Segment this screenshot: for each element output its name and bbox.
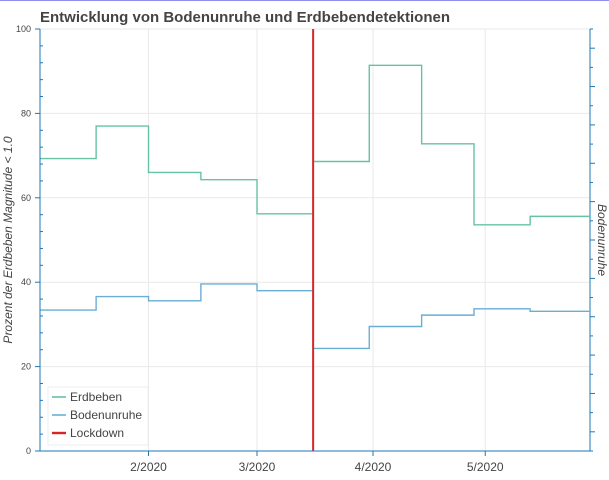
x-tick-label: 4/2020 xyxy=(355,460,392,474)
y-tick-label: 80 xyxy=(21,108,31,118)
y2-axis-label: Bodenunruhe xyxy=(595,204,609,276)
y-tick-label: 20 xyxy=(21,362,31,372)
series-line-bodenunruhe xyxy=(40,283,590,350)
legend-label: Lockdown xyxy=(70,426,124,440)
axes: 0 20 40 60 80 100 2/2020 3/2020 4/2020 5/2020 xyxy=(16,24,590,474)
x-tick-label: 3/2020 xyxy=(239,460,276,474)
x-tick-label: 5/2020 xyxy=(467,460,504,474)
legend-label: Erdbeben xyxy=(70,390,122,404)
x-tick-label: 2/2020 xyxy=(130,460,167,474)
y-tick-label: 60 xyxy=(21,193,31,203)
y-tick-label: 40 xyxy=(21,277,31,287)
y-tick-label: 100 xyxy=(16,24,31,34)
top-border xyxy=(0,0,609,1)
secondary-y-axis xyxy=(589,28,595,452)
series-layer xyxy=(40,64,590,350)
y-tick-label: 0 xyxy=(26,446,31,456)
legend-label: Bodenunruhe xyxy=(70,408,142,422)
series-line-erdbeben xyxy=(40,64,590,226)
legend: Erdbeben Bodenunruhe Lockdown xyxy=(47,386,149,446)
chart-title: Entwicklung von Bodenunruhe und Erdbeben… xyxy=(40,9,451,26)
y-axis-label: Prozent der Erdbeben Magnitude < 1.0 xyxy=(1,136,15,343)
